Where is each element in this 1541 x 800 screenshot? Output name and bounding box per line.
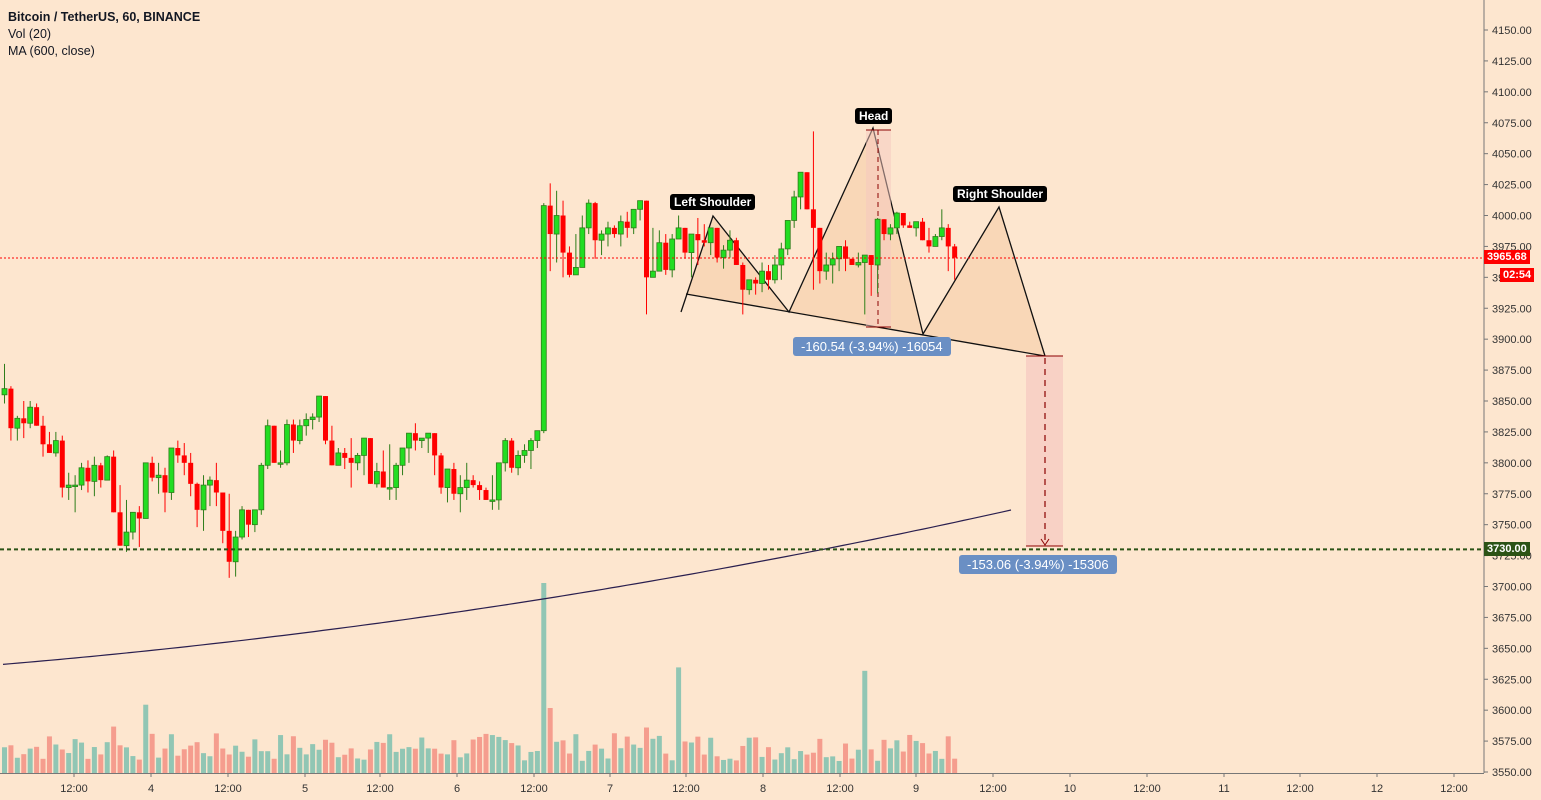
svg-text:12:00: 12:00 [826,783,854,795]
svg-text:3875.00: 3875.00 [1492,365,1532,377]
svg-text:12:00: 12:00 [520,783,548,795]
svg-text:3550.00: 3550.00 [1492,767,1532,779]
head-and-shoulders-pattern[interactable] [680,126,1063,547]
svg-text:12:00: 12:00 [1440,783,1468,795]
svg-text:9: 9 [913,783,919,795]
svg-text:3700.00: 3700.00 [1492,582,1532,594]
current-price-tag: 3965.68 [1484,250,1530,264]
candlesticks [1,131,958,578]
svg-text:3675.00: 3675.00 [1492,612,1532,624]
svg-text:3600.00: 3600.00 [1492,705,1532,717]
svg-text:3850.00: 3850.00 [1492,396,1532,408]
svg-text:7: 7 [607,783,613,795]
svg-text:4025.00: 4025.00 [1492,180,1532,192]
svg-text:3775.00: 3775.00 [1492,489,1532,501]
target-price-tag: 3730.00 [1484,542,1530,556]
svg-text:12:00: 12:00 [366,783,394,795]
left-shoulder-label[interactable]: Left Shoulder [670,194,756,210]
svg-text:12:00: 12:00 [1286,783,1314,795]
right-shoulder-label[interactable]: Right Shoulder [953,186,1047,202]
bar-countdown-tag: 02:54 [1500,268,1535,282]
svg-text:3800.00: 3800.00 [1492,458,1532,470]
svg-text:12:00: 12:00 [672,783,700,795]
svg-text:3825.00: 3825.00 [1492,427,1532,439]
svg-text:4100.00: 4100.00 [1492,87,1532,99]
moving-average-line [2,509,1012,665]
svg-text:4000.00: 4000.00 [1492,211,1532,223]
price-lines [0,257,1484,551]
chart-legend: Bitcoin / TetherUS, 60, BINANCE Vol (20)… [8,9,200,60]
svg-text:6: 6 [454,783,460,795]
ma-indicator-label[interactable]: MA (600, close) [8,44,95,58]
svg-text:3750.00: 3750.00 [1492,520,1532,532]
svg-text:3900.00: 3900.00 [1492,334,1532,346]
svg-text:4050.00: 4050.00 [1492,149,1532,161]
svg-text:12:00: 12:00 [60,783,88,795]
svg-text:4150.00: 4150.00 [1492,25,1532,37]
head-label[interactable]: Head [855,108,893,124]
svg-text:3575.00: 3575.00 [1492,736,1532,748]
svg-text:3625.00: 3625.00 [1492,674,1532,686]
svg-text:4125.00: 4125.00 [1492,56,1532,68]
svg-text:12:00: 12:00 [214,783,242,795]
svg-text:4075.00: 4075.00 [1492,118,1532,130]
svg-text:8: 8 [760,783,766,795]
svg-text:12: 12 [1371,783,1383,795]
svg-text:12:00: 12:00 [1133,783,1161,795]
svg-text:12:00: 12:00 [979,783,1007,795]
volume-bars [2,583,958,773]
svg-text:4: 4 [148,783,154,795]
svg-text:10: 10 [1064,783,1076,795]
target-measure-label[interactable]: -153.06 (-3.94%) -15306 [959,555,1117,574]
svg-text:3925.00: 3925.00 [1492,303,1532,315]
svg-text:5: 5 [302,783,308,795]
head-measure-label[interactable]: -160.54 (-3.94%) -16054 [793,337,951,356]
volume-indicator-label[interactable]: Vol (20) [8,27,52,41]
svg-text:3650.00: 3650.00 [1492,643,1532,655]
symbol-title[interactable]: Bitcoin / TetherUS, 60, BINANCE [8,10,201,24]
svg-text:11: 11 [1218,783,1229,795]
